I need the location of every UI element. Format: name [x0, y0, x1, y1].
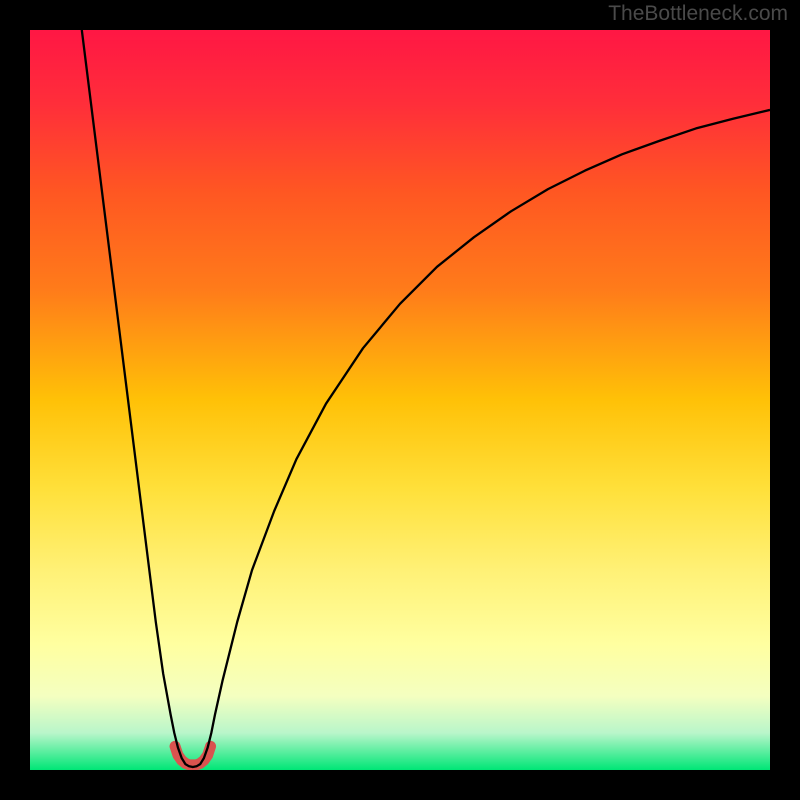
chart-plot [30, 30, 770, 770]
chart-svg [30, 30, 770, 770]
watermark-text: TheBottleneck.com [608, 2, 788, 26]
